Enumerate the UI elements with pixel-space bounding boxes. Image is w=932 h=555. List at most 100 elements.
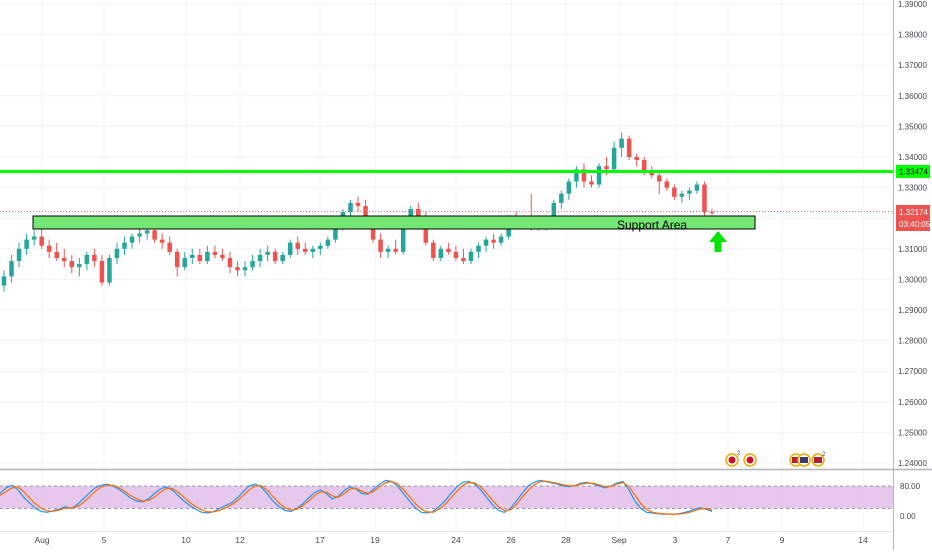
candle [355,196,361,213]
candle [182,251,188,271]
candle [287,239,293,258]
candle [589,175,594,188]
us-flag-event-icon[interactable]: 2 [811,452,826,467]
candle [84,251,90,271]
time-tick-label: 7 [726,535,731,545]
candle [272,248,278,265]
candle [31,230,37,246]
price-tick-label: 1.26000 [898,398,927,407]
time-tick-label: 26 [506,535,516,545]
support-area-label: Support Area [617,218,687,232]
candle [498,233,504,246]
candle [672,184,677,200]
candle [687,187,692,200]
candle [114,242,120,265]
candle [318,242,323,255]
time-axis[interactable]: Aug 5 10 12 17 19 24 26 28 Sep 3 7 9 14 [34,535,868,545]
price-tick-label: 1.36000 [898,92,927,101]
candle [159,233,165,249]
candle [611,141,617,173]
price-tick-label: 1.29000 [898,306,927,315]
candle [619,132,624,157]
stoch-tick-label: 0.00 [900,512,916,521]
uk-flag-event-icon[interactable] [743,453,757,467]
candle [385,245,391,258]
candle [453,245,459,262]
candle [325,236,331,249]
candle [99,254,105,286]
bar-countdown: 03:40:05 [899,220,931,229]
candle [1,270,7,292]
candle [559,190,564,210]
candle [24,233,29,255]
time-tick-label: 17 [315,535,325,545]
svg-text:2: 2 [737,451,741,457]
candle [378,233,383,258]
candle [476,242,481,258]
last-price-value: 1.32174 [899,208,928,217]
stoch-tick-label: 80.00 [900,482,921,491]
event-icons[interactable]: 2 2 [725,451,826,467]
candle [566,178,572,200]
stoch-series-line [0,479,713,515]
grid [0,0,893,531]
candle [16,242,22,268]
candle [39,227,44,249]
resistance-price-tag: 1.33474 [896,165,930,178]
time-tick-label: Sep [611,535,626,545]
price-tick-label: 1.35000 [898,122,927,131]
candle [626,135,632,161]
candle [9,254,14,283]
candle [310,245,316,258]
candle [483,236,489,252]
candle [574,166,579,188]
price-tick-label: 1.24000 [898,459,927,468]
candle [205,245,210,265]
candle [468,248,474,265]
time-tick-label: 10 [181,535,191,545]
time-tick-label: Aug [34,535,49,545]
candle [129,233,135,249]
candle [280,251,285,265]
candle [431,239,436,262]
candle [461,248,466,265]
time-tick-label: 14 [858,535,868,545]
candle [69,254,75,274]
candle [303,242,308,255]
svg-text:2: 2 [822,452,826,458]
candle [438,245,444,262]
overlays: Support Area [0,170,893,252]
price-tick-label: 1.27000 [898,367,927,376]
price-tick-label: 1.28000 [898,337,927,346]
candle [220,248,225,262]
candle [679,190,685,203]
candle [393,239,398,255]
up-arrow-icon [709,231,727,252]
candle [265,245,270,262]
stoch-series-line [0,480,713,515]
price-tick-label: 1.38000 [898,31,927,40]
stoch-band-fill [0,486,893,509]
candle [702,181,707,219]
candle [77,257,82,277]
candle [657,172,662,194]
candle [54,242,59,262]
price-tick-label: 1.37000 [898,61,927,70]
price-tick-label: 1.31000 [898,245,927,254]
support-area-zone[interactable] [32,215,756,230]
candle [709,209,715,216]
us-flag-event-icon[interactable] [797,453,811,467]
time-tick-label: 28 [561,535,571,545]
time-tick-label: 3 [673,535,678,545]
stochastic-band [0,485,893,509]
candle [61,248,67,268]
candle [257,248,263,268]
candles [1,132,715,292]
time-tick-label: 19 [370,535,380,545]
price-axis[interactable]: 1.39000 1.38000 1.37000 1.36000 1.35000 1.340… [898,0,927,521]
candle [167,236,172,255]
time-tick-label: 12 [235,535,245,545]
uk-flag-event-icon[interactable]: 2 [725,451,741,467]
